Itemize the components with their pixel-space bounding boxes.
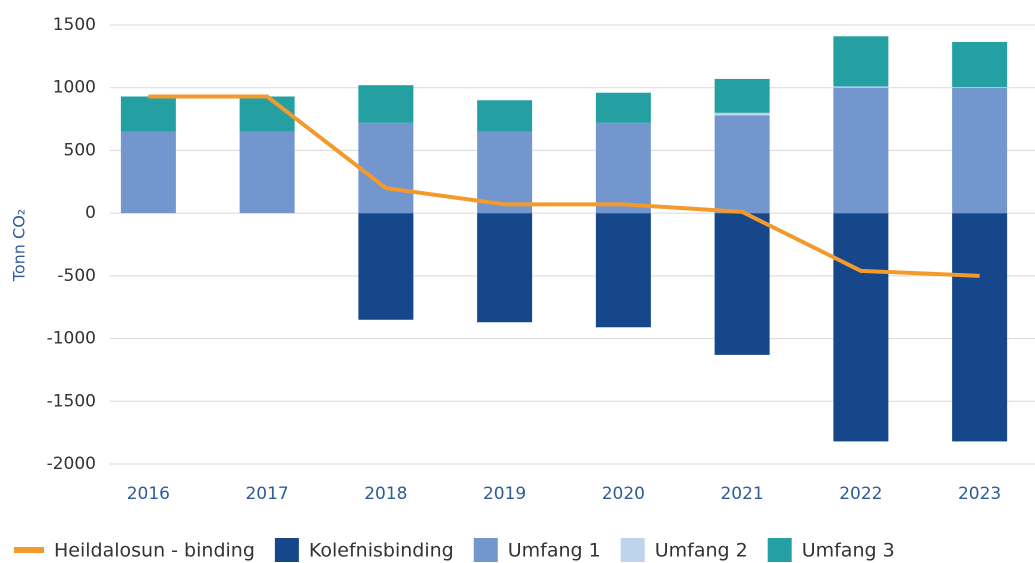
- x-tick-label: 2017: [245, 484, 288, 504]
- legend-swatch: [473, 538, 498, 562]
- legend-label: Heildalosun - binding: [54, 540, 255, 562]
- bar: [358, 122, 414, 214]
- bar: [952, 41, 1008, 88]
- bar: [952, 213, 1008, 442]
- x-tick-label: 2019: [483, 484, 526, 504]
- legend-swatch: [620, 538, 645, 562]
- bar: [833, 86, 889, 88]
- legend-swatch: [274, 538, 299, 562]
- legend-label: Umfang 1: [508, 540, 601, 562]
- x-tick-label: 2022: [839, 484, 882, 504]
- bar: [358, 85, 414, 123]
- bar: [477, 100, 533, 132]
- y-tick-label: 1500: [53, 15, 96, 35]
- bar: [833, 87, 889, 214]
- bar: [595, 213, 651, 328]
- bar: [120, 131, 176, 214]
- y-tick-label: 1000: [53, 78, 96, 98]
- x-tick-label: 2020: [602, 484, 645, 504]
- legend-label: Kolefnisbinding: [309, 540, 454, 562]
- y-tick-label: -500: [57, 266, 96, 286]
- line: [148, 94, 980, 278]
- bar: [595, 92, 651, 123]
- y-tick-label: 500: [64, 140, 96, 160]
- bar: [477, 131, 533, 214]
- bar: [239, 131, 295, 214]
- x-tick-label: 2018: [364, 484, 407, 504]
- bar: [239, 96, 295, 132]
- y-tick-label: 0: [85, 203, 96, 223]
- y-tick-label: -1500: [47, 391, 96, 411]
- bar: [952, 87, 1008, 214]
- legend-swatch: [14, 547, 44, 553]
- bar: [714, 112, 770, 116]
- y-axis-label: Tonn CO₂: [10, 209, 29, 282]
- x-tick-label: 2023: [958, 484, 1001, 504]
- bar: [952, 87, 1008, 88]
- legend-label: Umfang 2: [655, 540, 748, 562]
- legend-label: Umfang 3: [802, 540, 895, 562]
- bar: [714, 115, 770, 214]
- bar: [477, 213, 533, 323]
- legend-swatch: [767, 538, 792, 562]
- x-tick-label: 2021: [720, 484, 763, 504]
- bar: [833, 36, 889, 87]
- bar: [358, 213, 414, 320]
- bar: [595, 122, 651, 214]
- x-tick-label: 2016: [127, 484, 170, 504]
- y-tick-label: -2000: [47, 454, 96, 474]
- bar: [714, 213, 770, 355]
- y-tick-label: -1000: [47, 329, 96, 349]
- bar: [120, 96, 176, 132]
- bar: [714, 78, 770, 113]
- bar: [833, 213, 889, 442]
